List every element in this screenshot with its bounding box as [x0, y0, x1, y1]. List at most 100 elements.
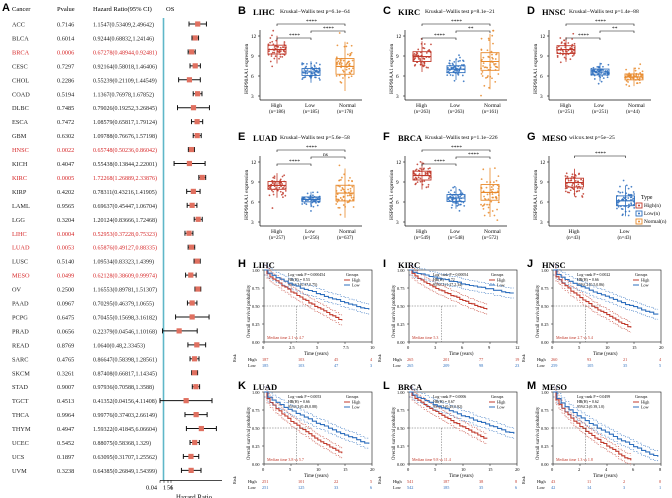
data-point: [487, 198, 490, 201]
data-point: [625, 79, 628, 82]
risk-count: 541: [407, 479, 413, 484]
data-point: [481, 205, 484, 207]
significance-bracket: [565, 23, 635, 26]
significance-stars: ****: [451, 19, 462, 25]
risk-count: 77: [479, 357, 484, 362]
data-point: [559, 61, 562, 64]
data-point: [563, 39, 566, 42]
forest-cancer-label: LGG: [12, 217, 25, 224]
data-point: [351, 59, 354, 62]
km-ci-upper: [264, 264, 370, 305]
x-tick-label: 0: [407, 467, 410, 472]
data-point: [481, 75, 484, 77]
panel-letter: I: [383, 258, 386, 270]
data-point: [622, 196, 625, 199]
data-point: [559, 37, 562, 39]
data-point: [268, 50, 270, 53]
data-point: [459, 56, 461, 59]
data-point: [275, 187, 277, 189]
data-point: [340, 189, 343, 192]
y-tick-label: 3: [396, 220, 399, 226]
group-label: Low: [450, 229, 460, 235]
data-point: [451, 199, 454, 202]
forest-pvalue: 0.0967: [57, 301, 74, 308]
data-point: [341, 188, 344, 190]
forest-pvalue: 0.5194: [57, 91, 75, 98]
forest-hr-text: 0.92164(0.58018,1.46406): [93, 63, 157, 70]
data-point: [338, 164, 341, 167]
data-point: [312, 194, 314, 197]
risk-row-label: Low: [393, 363, 402, 368]
risk-count: 38: [479, 479, 483, 484]
x-tick-label: 0: [407, 345, 410, 350]
forest-pvalue: 0.2500: [57, 287, 74, 294]
data-point: [462, 59, 464, 62]
data-point: [415, 53, 418, 56]
y-tick-label: 0.75: [252, 408, 260, 413]
forest-hr-text: 0.22379(0.04546,1.10168): [93, 328, 157, 335]
y-tick-label: 12: [251, 160, 257, 166]
risk-count: 22: [334, 479, 338, 484]
data-point: [273, 51, 276, 54]
data-point: [423, 43, 426, 45]
data-point: [634, 69, 637, 72]
risk-row-label: Low: [248, 485, 257, 490]
data-point: [461, 74, 464, 77]
y-tick-label: 0.00: [397, 462, 405, 467]
data-point: [423, 180, 426, 183]
x-tick-label: 10: [370, 345, 375, 350]
data-point: [283, 41, 286, 43]
forest-point: [189, 49, 195, 55]
header-hazard-ratio: Hazard Ratio(95% CI): [93, 6, 152, 13]
data-point: [572, 182, 575, 185]
forest-hr-text: 0.52953(0.37228,0.75323): [93, 231, 157, 238]
data-point: [563, 56, 566, 59]
data-point: [342, 59, 345, 62]
data-point: [462, 80, 465, 83]
data-point: [281, 175, 284, 178]
data-point: [579, 187, 582, 190]
y-tick-label: 9: [540, 180, 543, 186]
data-point: [619, 191, 622, 194]
data-point: [272, 43, 275, 46]
data-point: [413, 53, 416, 55]
data-point: [483, 214, 486, 217]
data-point: [488, 39, 490, 41]
data-point: [451, 204, 454, 207]
data-point: [486, 76, 489, 79]
group-label: High: [416, 229, 427, 235]
data-point: [600, 72, 603, 74]
forest-cancer-label: UCS: [12, 454, 25, 461]
data-point: [427, 186, 430, 188]
forest-pvalue: 0.5140: [57, 259, 74, 266]
y-axis-label: HSP90AA1 expression: [533, 170, 539, 220]
risk-table-title: Risk: [521, 353, 526, 362]
y-tick-label: 0.75: [541, 286, 549, 291]
data-point: [270, 55, 273, 57]
data-point: [340, 176, 343, 179]
km-curve-low: [409, 391, 515, 434]
data-point: [419, 160, 422, 163]
data-point: [342, 196, 345, 199]
data-point: [425, 186, 428, 189]
panel-letter: B: [238, 5, 246, 17]
km-stat-text: Log−rank P = 0.0006: [433, 395, 466, 399]
km-legend-title: Groups: [346, 272, 359, 277]
forest-point: [186, 77, 193, 83]
forest-cancer-label: UCEC: [12, 440, 29, 447]
kruskal-stat: Kruskal−Wallis test p=1.1e−226: [425, 135, 498, 141]
forest-cancer-label: LUSC: [12, 259, 28, 266]
forest-point: [198, 425, 204, 432]
forest-cancer-label: TGCT: [12, 398, 29, 405]
forest-pvalue: 0.7146: [57, 22, 74, 29]
y-tick-label: 0.25: [397, 322, 405, 327]
data-point: [495, 179, 498, 182]
risk-count: 260: [551, 357, 557, 362]
significance-bracket: [276, 23, 346, 26]
data-point: [574, 195, 577, 198]
data-point: [427, 183, 430, 186]
km-stat-text: HR(H) = 0.66: [288, 400, 310, 404]
data-point: [269, 37, 272, 39]
median-time-text: Median time 3.8 vs 5.7: [267, 457, 304, 462]
